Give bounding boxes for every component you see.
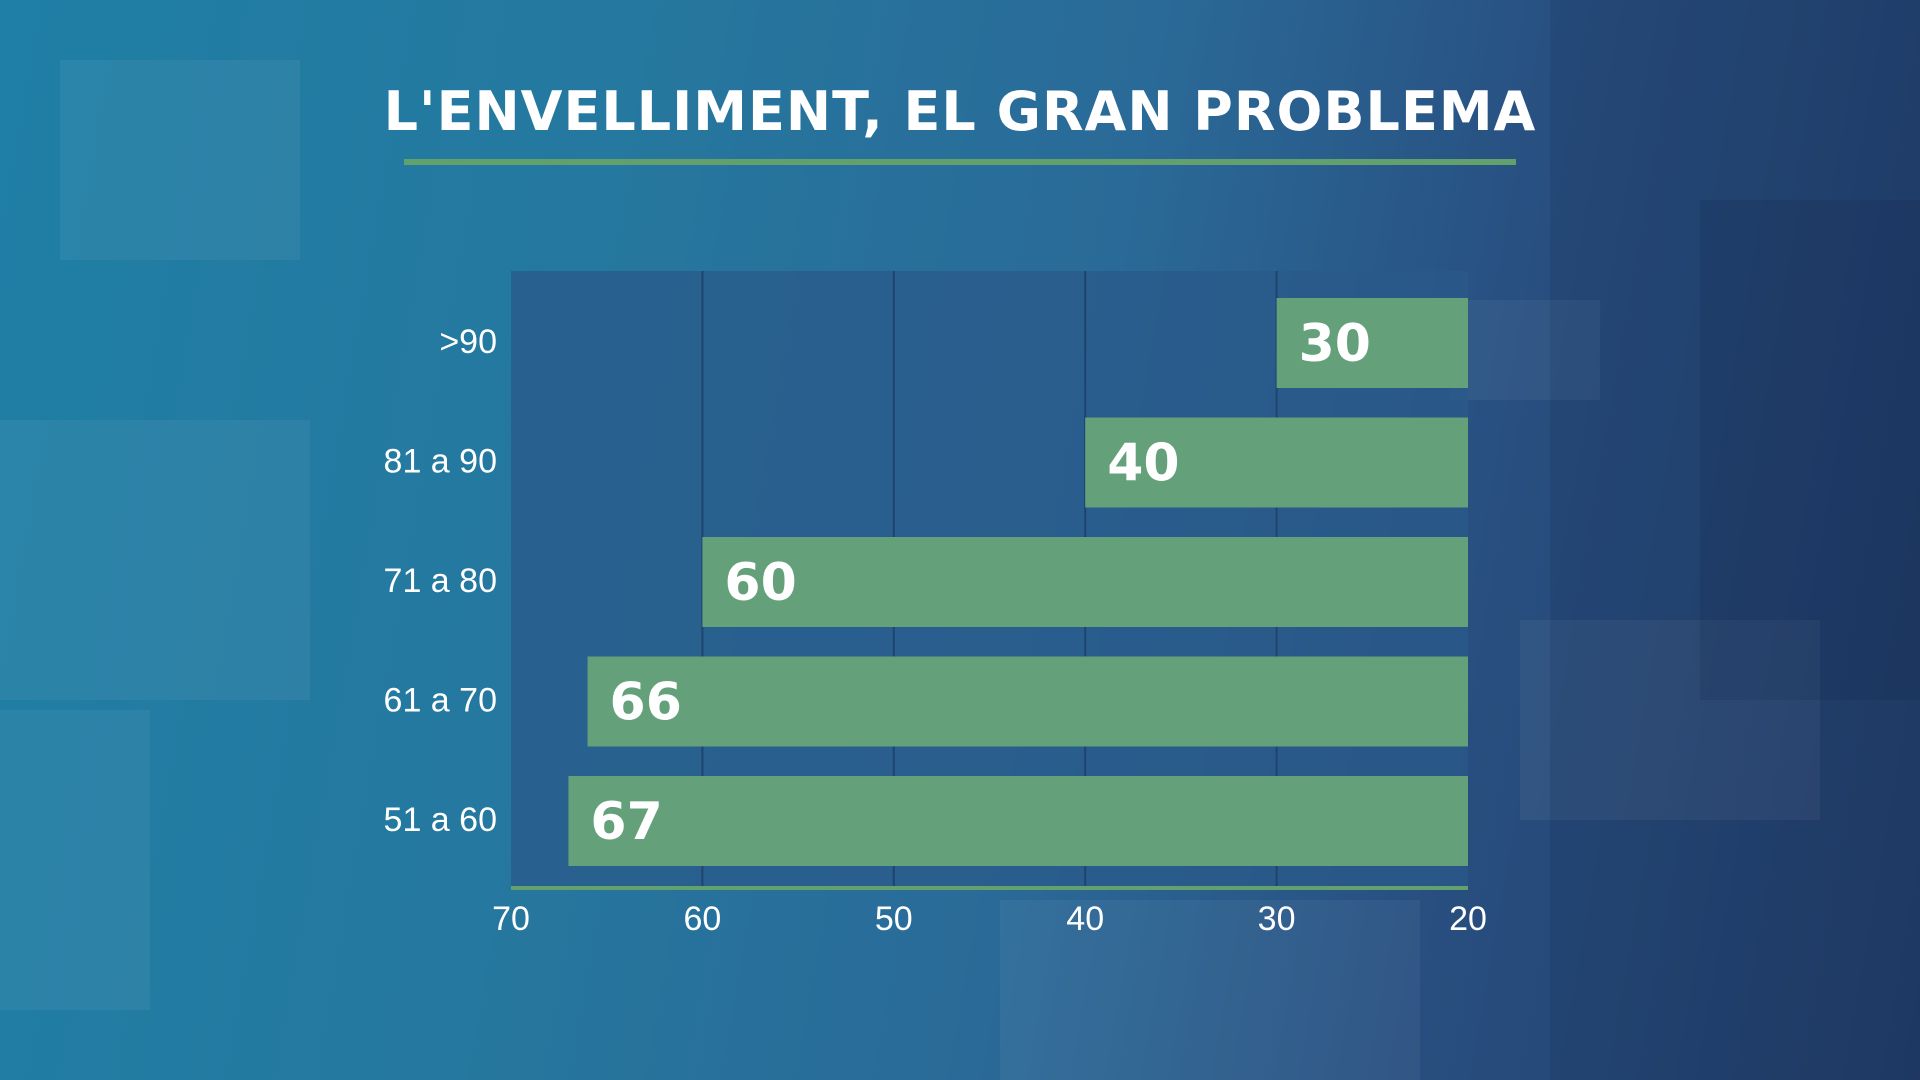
x-tick-label: 60 [683, 900, 721, 938]
bar-value-label: 40 [1107, 434, 1179, 494]
category-label: 71 a 80 [384, 562, 497, 600]
x-tick-label: 70 [492, 900, 530, 938]
bar [587, 656, 1468, 747]
bar-value-label: 30 [1299, 314, 1371, 374]
bar-value-label: 66 [610, 673, 682, 733]
chart-title: L'ENVELLIMENT, EL GRAN PROBLEMA [383, 80, 1537, 143]
category-label: 81 a 90 [384, 443, 497, 481]
bar [568, 776, 1468, 866]
bar [1276, 298, 1468, 388]
x-tick-label: 40 [1066, 900, 1104, 938]
category-label: >90 [439, 323, 497, 361]
bar-value-label: 67 [590, 792, 662, 852]
bar-value-label: 60 [724, 553, 796, 613]
x-tick-label: 20 [1449, 900, 1487, 938]
category-label: 51 a 60 [384, 801, 497, 839]
category-label: 61 a 70 [384, 682, 497, 720]
bar [702, 537, 1468, 627]
x-tick-label: 50 [875, 900, 913, 938]
bar [1085, 417, 1468, 508]
x-tick-label: 30 [1258, 900, 1296, 938]
title-underline [404, 159, 1516, 165]
